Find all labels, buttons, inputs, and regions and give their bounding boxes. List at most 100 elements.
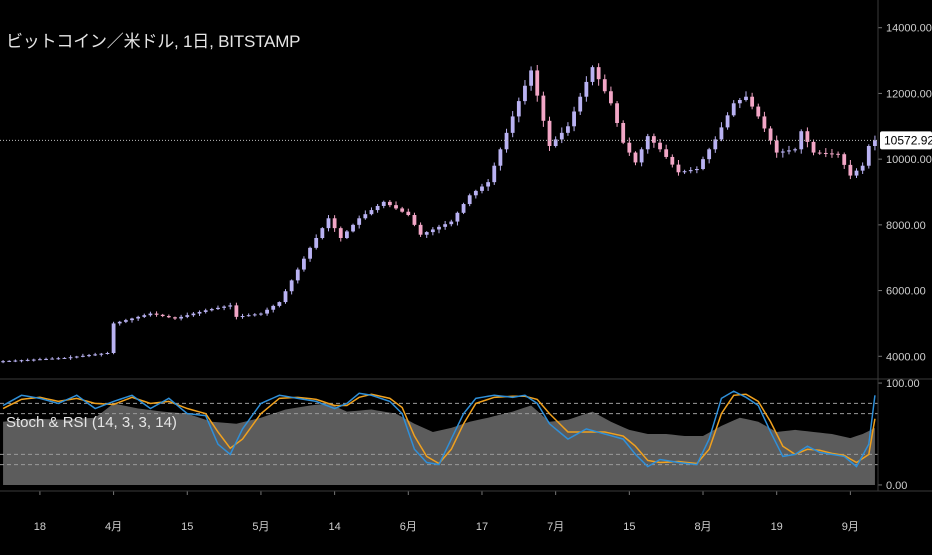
candle-body — [486, 182, 491, 187]
candle-body — [228, 305, 233, 307]
candle — [271, 304, 276, 313]
candle — [166, 314, 171, 319]
indicator-panel — [0, 390, 878, 485]
candle-body — [93, 354, 98, 356]
candle-body — [645, 136, 650, 150]
candle-body — [578, 96, 583, 112]
candle — [572, 106, 576, 132]
candle — [498, 147, 503, 171]
candle-body — [566, 126, 570, 133]
candle-body — [62, 357, 67, 359]
candle — [302, 256, 306, 272]
last-price-badge-group: 10572.92 — [880, 131, 932, 150]
candle-body — [492, 165, 497, 183]
candle — [173, 316, 177, 320]
candle-body — [216, 307, 220, 310]
candle-body — [234, 305, 239, 317]
candle — [566, 122, 570, 136]
candle-body — [289, 280, 294, 292]
rsi-area — [3, 403, 875, 485]
candle-body — [173, 317, 177, 319]
candle-body — [197, 311, 202, 314]
candle-body — [780, 151, 785, 153]
candle — [780, 148, 785, 158]
candle-body — [203, 310, 208, 312]
candle — [308, 246, 312, 262]
candle — [418, 222, 423, 237]
candle-body — [111, 323, 116, 353]
candle — [357, 215, 362, 229]
time-tick-label: 6月 — [400, 521, 417, 533]
price-tick-label: 6000.00 — [886, 286, 926, 298]
price-tick-label: 8000.00 — [886, 220, 926, 232]
candle — [578, 92, 583, 115]
candle-body — [596, 67, 601, 80]
candle-body — [523, 85, 527, 102]
last-price-badge — [880, 131, 932, 150]
time-tick-label: 18 — [34, 521, 46, 533]
candle-body — [455, 212, 460, 222]
candle — [394, 201, 398, 210]
candle — [633, 151, 638, 166]
candle-body — [394, 205, 398, 209]
candle-body — [823, 152, 828, 154]
time-tick-label: 14 — [328, 521, 340, 533]
candle-body — [381, 201, 386, 206]
candle — [136, 315, 141, 321]
candle-body — [621, 123, 626, 143]
candle-body — [473, 190, 478, 196]
candle-body — [842, 154, 847, 165]
candle — [430, 227, 435, 236]
candle-body — [185, 315, 190, 317]
candle — [799, 129, 804, 154]
candle-body — [860, 165, 865, 171]
candle — [694, 166, 699, 174]
candle-body — [44, 358, 48, 360]
candle — [510, 111, 515, 138]
candle-body — [805, 131, 810, 142]
candle-body — [701, 159, 705, 169]
candle-body — [504, 132, 509, 150]
candle — [750, 92, 755, 110]
candle — [584, 76, 589, 102]
indicator-axis: 100.00 0.00 — [878, 378, 920, 492]
candle-body — [793, 149, 798, 151]
candle-body — [516, 101, 521, 117]
candle-body — [639, 149, 644, 163]
candle-body — [259, 313, 263, 315]
candle-body — [363, 214, 368, 219]
candle — [424, 231, 429, 238]
candle-body — [670, 156, 675, 165]
candle — [725, 112, 730, 130]
indicator-label: Stoch & RSI (14, 3, 3, 14) — [6, 414, 177, 431]
candle-body — [498, 149, 503, 166]
candle — [713, 136, 718, 153]
candle-body — [627, 142, 632, 153]
candle-body — [480, 186, 484, 191]
candle — [74, 355, 79, 359]
candle — [627, 137, 632, 156]
candle — [731, 100, 736, 117]
candle-body — [400, 208, 405, 212]
candle — [658, 138, 662, 153]
candle-body — [302, 258, 306, 270]
candle — [590, 65, 595, 86]
candle-body — [99, 353, 104, 355]
candle — [38, 357, 42, 361]
candle-body — [314, 238, 319, 248]
candle-body — [725, 115, 730, 128]
candle-body — [375, 205, 380, 211]
candle-body — [265, 309, 269, 314]
candle — [13, 359, 18, 363]
candle-body — [694, 169, 699, 171]
candle — [744, 91, 748, 102]
candle-body — [651, 136, 656, 143]
candle-body — [351, 224, 355, 232]
candle — [123, 318, 128, 324]
candle — [351, 223, 355, 233]
candle-body — [154, 313, 159, 315]
candle — [240, 313, 245, 319]
candle — [344, 229, 349, 240]
candle-body — [461, 204, 466, 213]
candle-body — [676, 164, 681, 173]
